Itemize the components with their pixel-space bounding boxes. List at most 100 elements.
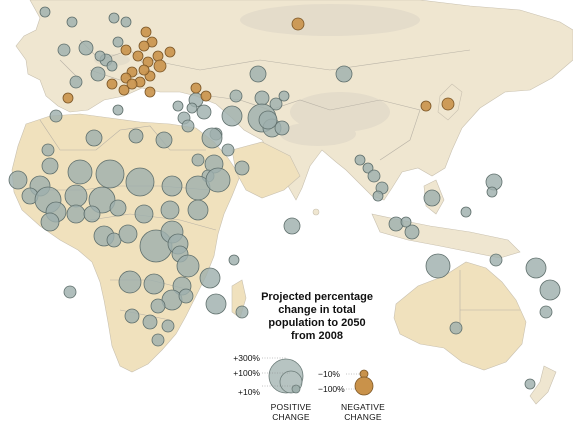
bubble-armenia bbox=[190, 82, 202, 94]
bubble-korea bbox=[420, 100, 432, 112]
bubble-moldova bbox=[144, 86, 156, 98]
bubble-portugal bbox=[62, 92, 74, 104]
bubble-mali bbox=[67, 159, 93, 185]
bubble-australia bbox=[449, 321, 463, 335]
border-china bbox=[329, 99, 421, 161]
legend-positive-caption-line-2: CHANGE bbox=[272, 412, 310, 422]
bubble-zimbabwe bbox=[150, 298, 166, 314]
legend-title-line-4: from 2008 bbox=[291, 330, 343, 342]
negative-change-bubbles bbox=[62, 17, 455, 112]
new-zealand-land bbox=[529, 365, 557, 405]
border-russia bbox=[149, 49, 471, 71]
legend-title-line-1: Projected percentage bbox=[261, 291, 373, 303]
bubble-mauritania bbox=[41, 157, 59, 175]
border-north-africa bbox=[39, 119, 206, 151]
bubble-bangladesh bbox=[354, 154, 366, 166]
bubble-estonia bbox=[140, 26, 152, 38]
bubble-japan bbox=[441, 97, 455, 111]
bubble-west-sahara bbox=[41, 143, 55, 157]
bubble-angola bbox=[118, 270, 142, 294]
bubble-tanzania bbox=[176, 254, 200, 278]
bubble-tunisia bbox=[112, 104, 124, 116]
sri-lanka-land bbox=[312, 208, 320, 216]
bubble-luxembourg bbox=[94, 50, 106, 62]
bubble-namibia bbox=[124, 308, 140, 324]
bubble-malaysia bbox=[372, 190, 384, 202]
bubble-iraq bbox=[196, 104, 212, 120]
bubble-car bbox=[134, 204, 154, 224]
bubble-congo bbox=[118, 224, 138, 244]
bubble-benin bbox=[83, 205, 101, 223]
bubble-tajikistan bbox=[269, 97, 283, 111]
bubble-marshall bbox=[486, 186, 498, 198]
bubble-burkina bbox=[64, 184, 88, 208]
bubble-philippines bbox=[423, 189, 441, 207]
bubble-gulf bbox=[221, 143, 235, 157]
bubble-timor bbox=[460, 206, 472, 218]
bubble-saudi bbox=[201, 127, 223, 149]
bubble-uk bbox=[78, 40, 94, 56]
bubble-cameroon bbox=[109, 199, 127, 217]
legend-title-line-2: change in total bbox=[278, 304, 356, 316]
legend: Projected percentage change in total pop… bbox=[233, 291, 385, 422]
legend-negative-caption-line-2: CHANGE bbox=[344, 412, 382, 422]
bubble-brunei bbox=[404, 224, 420, 240]
bubble-uzbekistan bbox=[254, 90, 270, 106]
bubble-vanuatu bbox=[525, 257, 547, 279]
bubble-denmark bbox=[112, 36, 124, 48]
bubble-norway bbox=[108, 12, 120, 24]
legend-negative-label-10: −10% bbox=[318, 369, 340, 379]
bubble-liberia bbox=[40, 212, 60, 232]
legend-negative-large bbox=[354, 376, 374, 396]
bubble-sudan bbox=[161, 175, 183, 197]
bubble-lesotho bbox=[178, 288, 194, 304]
bubble-lithuania bbox=[138, 40, 150, 52]
eurasia-land bbox=[15, 0, 573, 201]
bubble-mauritius bbox=[235, 305, 249, 319]
bubble-india bbox=[258, 110, 278, 130]
terrain-shading bbox=[94, 4, 420, 146]
bubble-turkmenistan bbox=[229, 89, 243, 103]
legend-negative-scale: −10% −100% bbox=[318, 369, 374, 396]
bubble-st-helena bbox=[63, 285, 77, 299]
bubble-reunion bbox=[228, 254, 240, 266]
bubble-swaziland bbox=[161, 319, 175, 333]
bubble-zambia bbox=[143, 273, 165, 295]
bubble-niger bbox=[95, 159, 125, 189]
bubble-finland bbox=[291, 17, 305, 31]
bubble-belarus bbox=[152, 50, 164, 62]
bubble-maldives bbox=[283, 217, 301, 235]
bubble-france bbox=[90, 66, 106, 82]
bubble-cape-verde bbox=[8, 170, 28, 190]
bubble-south-sudan bbox=[160, 200, 180, 220]
bubble-eritrea bbox=[191, 153, 205, 167]
positive-change-bubbles bbox=[8, 6, 561, 390]
bubble-germany bbox=[120, 44, 132, 56]
bubble-botswana bbox=[142, 314, 158, 330]
bubble-italy bbox=[106, 78, 118, 90]
bubble-oman bbox=[234, 160, 250, 176]
bubble-mongolia bbox=[335, 65, 353, 83]
legend-negative-label-100: −100% bbox=[318, 384, 345, 394]
bubble-kazakhstan bbox=[249, 65, 267, 83]
bubble-laos bbox=[367, 169, 381, 183]
bubble-switzerland bbox=[106, 60, 118, 72]
legend-positive-caption-line-1: POSITIVE bbox=[271, 402, 312, 412]
bubble-syria bbox=[186, 102, 198, 114]
bubble-png bbox=[425, 253, 451, 279]
bubble-new-zealand bbox=[524, 378, 536, 390]
bubble-tonga bbox=[539, 305, 553, 319]
legend-positive-small bbox=[291, 384, 301, 394]
border-central-africa bbox=[89, 213, 217, 231]
bubble-somalia bbox=[205, 167, 231, 193]
bubble-ukraine bbox=[153, 59, 167, 73]
arabia-land bbox=[231, 141, 301, 199]
bubble-kenya bbox=[187, 199, 209, 221]
bubble-faroe bbox=[66, 16, 78, 28]
bubble-kyrgyzstan bbox=[278, 90, 290, 102]
legend-negative-caption-line-1: NEGATIVE bbox=[341, 402, 385, 412]
bubble-indonesia bbox=[400, 216, 412, 228]
bubble-algeria bbox=[85, 129, 103, 147]
bubble-romania bbox=[126, 78, 138, 90]
